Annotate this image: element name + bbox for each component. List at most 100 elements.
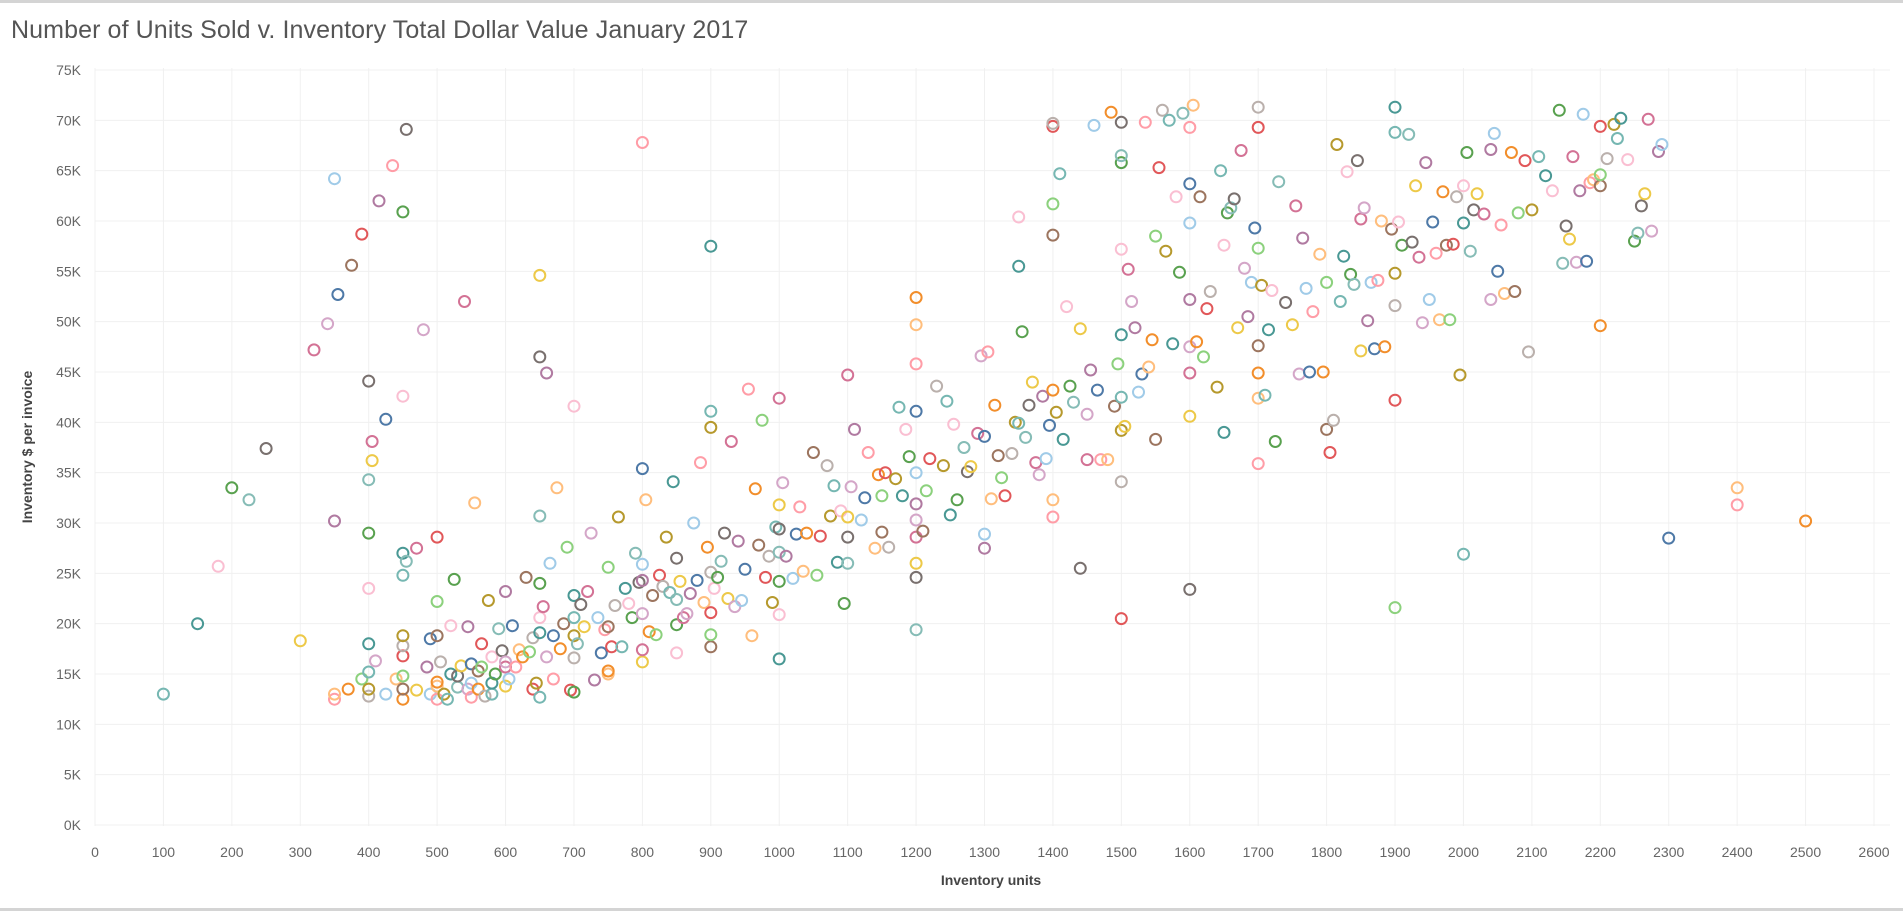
data-point[interactable]	[499, 655, 512, 669]
data-point[interactable]	[533, 576, 547, 590]
data-point[interactable]	[1491, 264, 1505, 278]
data-point[interactable]	[673, 574, 687, 588]
data-point[interactable]	[724, 435, 738, 448]
data-point[interactable]	[533, 350, 547, 364]
data-point[interactable]	[1067, 395, 1080, 409]
data-point[interactable]	[1463, 244, 1477, 258]
data-point[interactable]	[533, 268, 547, 282]
data-point[interactable]	[1532, 150, 1546, 164]
data-point[interactable]	[560, 540, 574, 554]
data-point[interactable]	[328, 687, 341, 701]
data-point[interactable]	[444, 619, 458, 633]
data-point[interactable]	[1183, 216, 1197, 230]
data-point[interactable]	[1173, 265, 1186, 279]
data-point[interactable]	[1453, 368, 1467, 382]
data-point[interactable]	[1114, 115, 1128, 129]
data-point[interactable]	[909, 513, 923, 527]
data-point[interactable]	[1210, 380, 1224, 394]
data-point[interactable]	[711, 570, 725, 584]
data-point[interactable]	[1600, 152, 1614, 166]
data-point[interactable]	[1484, 143, 1498, 156]
data-point[interactable]	[293, 634, 307, 648]
data-point[interactable]	[878, 466, 892, 480]
data-point[interactable]	[1251, 241, 1265, 255]
data-point[interactable]	[1114, 156, 1128, 170]
data-point[interactable]	[1457, 179, 1470, 193]
data-point[interactable]	[601, 664, 615, 678]
data-point[interactable]	[1388, 125, 1402, 139]
data-point[interactable]	[242, 493, 256, 507]
data-point[interactable]	[567, 685, 581, 699]
data-point[interactable]	[591, 611, 605, 625]
data-point[interactable]	[1012, 416, 1026, 430]
data-point[interactable]	[1539, 169, 1553, 183]
data-point[interactable]	[1487, 126, 1501, 140]
data-point[interactable]	[909, 291, 923, 304]
data-point[interactable]	[584, 526, 598, 540]
data-point[interactable]	[321, 317, 335, 331]
data-point[interactable]	[1241, 310, 1255, 324]
data-point[interactable]	[909, 404, 923, 418]
data-point[interactable]	[909, 623, 923, 637]
data-point[interactable]	[1374, 214, 1388, 228]
data-point[interactable]	[940, 394, 954, 408]
data-point[interactable]	[1214, 164, 1228, 178]
data-point[interactable]	[1135, 367, 1149, 381]
data-point[interactable]	[988, 398, 1002, 412]
data-point[interactable]	[1443, 313, 1457, 327]
data-point[interactable]	[495, 644, 509, 658]
data-point[interactable]	[1508, 285, 1522, 298]
data-point[interactable]	[1621, 153, 1635, 167]
data-point[interactable]	[974, 349, 988, 363]
data-point[interactable]	[608, 599, 622, 612]
data-point[interactable]	[1046, 116, 1060, 130]
data-point[interactable]	[649, 628, 663, 642]
data-point[interactable]	[1303, 365, 1316, 379]
data-point[interactable]	[1272, 175, 1286, 189]
data-point[interactable]	[1634, 199, 1648, 213]
data-point[interactable]	[1593, 319, 1607, 333]
data-point[interactable]	[635, 643, 649, 657]
data-point[interactable]	[936, 459, 950, 473]
data-point[interactable]	[458, 295, 471, 308]
data-point[interactable]	[772, 522, 786, 536]
data-point[interactable]	[629, 546, 642, 560]
data-point[interactable]	[950, 493, 964, 507]
data-point[interactable]	[1169, 190, 1183, 204]
data-point[interactable]	[646, 589, 660, 602]
data-point[interactable]	[478, 689, 492, 703]
data-point[interactable]	[1439, 238, 1453, 252]
data-point[interactable]	[1296, 231, 1310, 245]
data-point[interactable]	[642, 625, 656, 639]
data-point[interactable]	[540, 650, 554, 664]
data-point[interactable]	[1446, 237, 1460, 251]
data-point[interactable]	[676, 611, 690, 625]
data-point[interactable]	[704, 606, 718, 620]
data-point[interactable]	[1104, 105, 1118, 119]
data-point[interactable]	[1183, 366, 1197, 380]
data-point[interactable]	[875, 525, 889, 539]
data-point[interactable]	[1610, 132, 1624, 145]
data-point[interactable]	[1429, 246, 1443, 260]
data-point[interactable]	[444, 667, 458, 681]
data-point[interactable]	[1036, 389, 1050, 403]
data-point[interactable]	[1248, 221, 1262, 235]
data-point[interactable]	[1043, 418, 1056, 432]
data-point[interactable]	[191, 617, 205, 631]
data-point[interactable]	[824, 509, 837, 523]
data-point[interactable]	[430, 629, 444, 643]
data-point[interactable]	[779, 549, 793, 563]
data-point[interactable]	[984, 492, 998, 506]
data-point[interactable]	[1460, 146, 1474, 159]
data-point[interactable]	[919, 484, 933, 498]
data-point[interactable]	[1593, 119, 1607, 133]
data-point[interactable]	[759, 570, 772, 584]
data-point[interactable]	[611, 510, 625, 524]
data-point[interactable]	[653, 568, 666, 582]
data-point[interactable]	[1306, 305, 1320, 319]
data-point[interactable]	[882, 540, 896, 554]
data-point[interactable]	[868, 541, 882, 555]
data-point[interactable]	[362, 374, 376, 388]
data-point[interactable]	[848, 422, 861, 436]
data-point[interactable]	[1614, 111, 1628, 125]
